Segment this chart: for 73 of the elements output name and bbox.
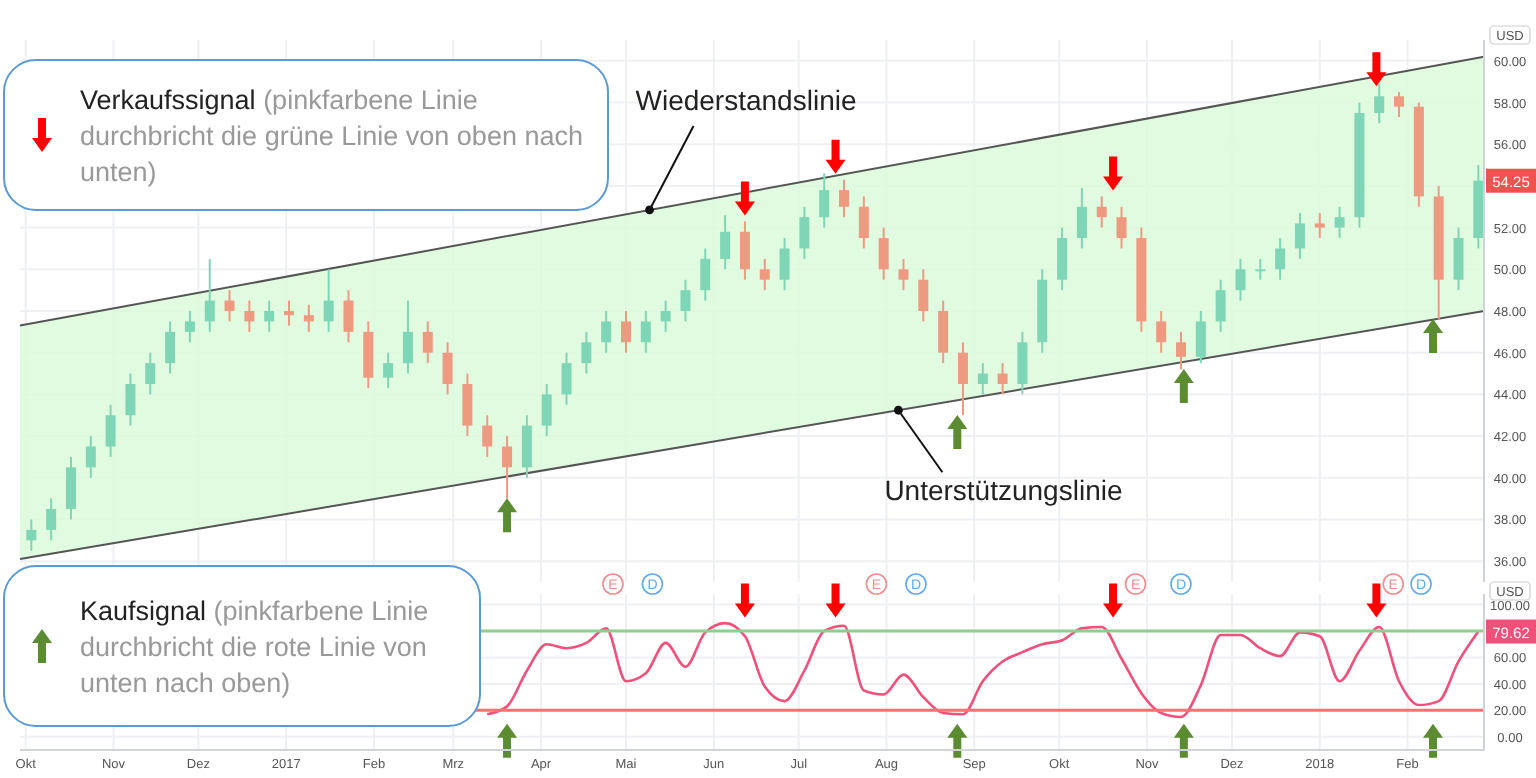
candlestick — [680, 278, 691, 323]
candlestick — [521, 414, 532, 479]
candlestick — [700, 247, 711, 302]
candlestick — [997, 362, 1008, 396]
candlestick — [1334, 205, 1345, 240]
candlestick — [1156, 310, 1167, 354]
candlestick — [303, 303, 314, 333]
candlestick — [383, 351, 394, 390]
candlestick — [462, 372, 473, 438]
candlestick — [601, 310, 612, 354]
candlestick — [878, 226, 889, 281]
candlestick — [1057, 226, 1068, 292]
candlestick — [620, 310, 631, 354]
candlestick — [105, 403, 116, 458]
candlestick — [739, 220, 750, 281]
candlestick — [1235, 257, 1246, 302]
candlestick — [957, 341, 968, 417]
candlestick — [165, 320, 176, 375]
candlestick — [65, 455, 76, 521]
candlestick — [46, 497, 57, 542]
candlestick — [1195, 310, 1206, 365]
candlestick — [1394, 91, 1405, 119]
candlestick — [85, 435, 96, 479]
candlestick — [1255, 257, 1266, 281]
candlestick — [1374, 82, 1385, 125]
candlestick — [442, 341, 453, 396]
candlestick — [1096, 195, 1107, 229]
candlestick — [402, 299, 413, 375]
candlestick — [581, 330, 592, 375]
candlestick — [224, 289, 235, 323]
candlestick — [204, 257, 215, 333]
candlestick — [779, 237, 790, 292]
series-label: Wiederstandslinie — [635, 83, 857, 116]
candlestick — [720, 214, 731, 271]
candlestick — [502, 435, 513, 500]
candlestick — [541, 382, 552, 438]
candlestick — [145, 351, 156, 396]
text: Unterstützungslinie — [884, 474, 1123, 507]
candlestick — [422, 320, 433, 365]
candlestick — [1453, 226, 1464, 292]
candlestick — [918, 268, 929, 323]
candlestick — [660, 299, 671, 333]
candlestick — [343, 289, 354, 344]
candlestick — [1275, 237, 1286, 281]
candlestick — [977, 362, 988, 396]
candlestick — [244, 299, 255, 333]
candlestick — [1076, 187, 1087, 250]
candlestick — [125, 372, 136, 427]
candlestick — [323, 268, 334, 333]
candlestick — [284, 299, 295, 327]
candlestick — [363, 320, 374, 390]
candlestick — [799, 205, 810, 260]
candlestick — [1314, 212, 1325, 240]
candlestick — [898, 257, 909, 292]
candlestick — [26, 518, 37, 552]
candlestick — [561, 351, 572, 406]
text: Verkaufssignal (pinkfarbene Linie durchbricht die grüne Linie von oben nach unten) — [80, 85, 583, 187]
candlestick — [839, 178, 850, 219]
candlestick — [1176, 330, 1187, 371]
candlestick — [938, 299, 949, 365]
candlestick — [858, 195, 869, 250]
candlestick — [1215, 278, 1226, 333]
candlestick — [184, 310, 195, 344]
candlestick — [640, 310, 651, 354]
text: Kaufsignal (pinkfarbene Linie durchbricht die rote Linie von unten nach oben) — [80, 596, 429, 698]
candlestick — [482, 414, 493, 458]
candlestick — [759, 257, 770, 292]
candlestick — [1294, 212, 1305, 260]
candlestick — [1017, 330, 1028, 396]
line-series — [485, 621, 1480, 719]
candlestick — [819, 172, 830, 229]
candlestick — [1116, 205, 1127, 250]
candlestick — [264, 299, 275, 333]
